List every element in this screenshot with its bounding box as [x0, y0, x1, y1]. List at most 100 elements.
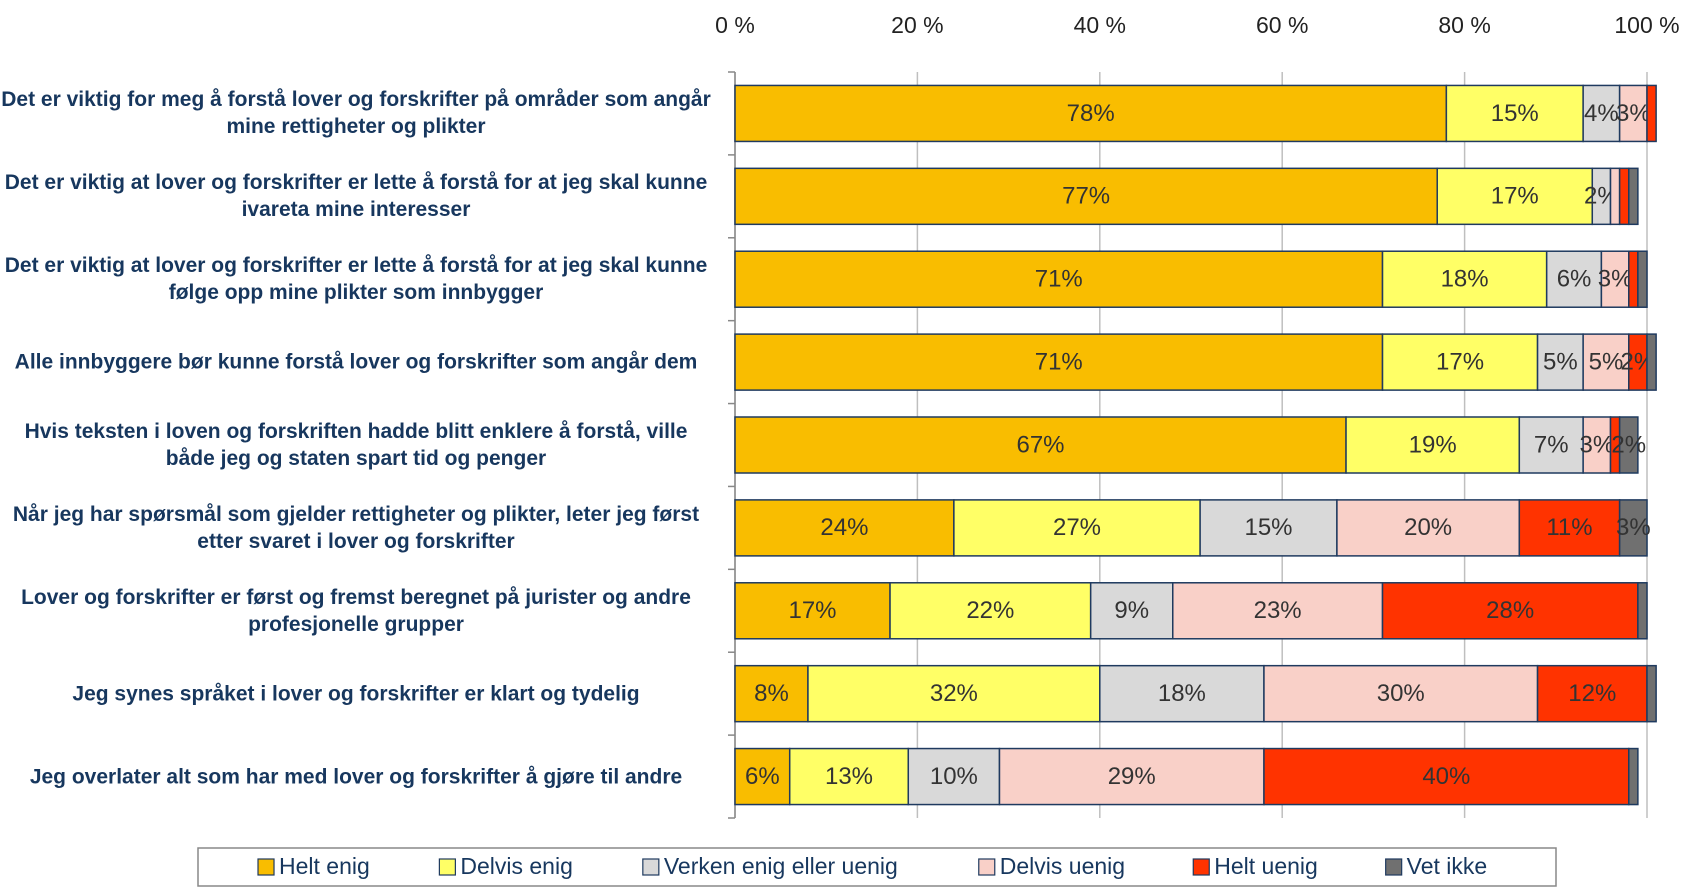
data-label: 22% — [966, 597, 1014, 624]
bar-segment — [1618, 167, 1630, 226]
bar-segment — [1089, 582, 1174, 640]
data-label: 17% — [1436, 348, 1484, 375]
data-label: 24% — [820, 514, 868, 541]
bar-segment — [734, 250, 1384, 308]
category-label: Lover og forskrifter er først og fremst … — [21, 585, 691, 636]
bar-segment — [1618, 416, 1639, 474]
bar-segment — [1199, 499, 1338, 557]
data-label: 77% — [1062, 183, 1110, 210]
category-label: Når jeg har spørsmål som gjelder rettigh… — [12, 502, 700, 553]
bar-segment — [1336, 499, 1521, 557]
data-label: 18% — [1441, 266, 1489, 293]
data-label: 19% — [1409, 431, 1457, 458]
bar-segment — [907, 747, 1001, 806]
data-label: 12% — [1568, 680, 1616, 707]
bar-segment — [998, 747, 1265, 806]
legend-swatch — [257, 858, 275, 876]
legend-box — [197, 847, 1557, 887]
x-tick-label: 40 % — [1074, 12, 1126, 38]
data-label: 7% — [1534, 431, 1569, 458]
data-label: 30% — [1377, 680, 1425, 707]
bar-segment — [1609, 167, 1621, 226]
data-label: 5% — [1589, 348, 1624, 375]
data-label: 6% — [745, 763, 780, 790]
legend-label: Delvis uenig — [1000, 853, 1125, 879]
bar-segment — [953, 499, 1201, 557]
data-label: 71% — [1035, 348, 1083, 375]
data-label: 10% — [930, 763, 978, 790]
bar-segment — [1618, 84, 1648, 143]
bar-segment — [1381, 333, 1539, 391]
bar-segment — [1545, 250, 1603, 308]
data-label: 9% — [1114, 597, 1149, 624]
data-label: 78% — [1067, 100, 1115, 127]
data-label: 27% — [1053, 514, 1101, 541]
data-label: 5% — [1543, 348, 1578, 375]
category-label: Det er viktig at lover og forskrifter er… — [4, 254, 708, 305]
category-label: Alle innbyggere bør kunne forstå lover o… — [14, 350, 698, 374]
data-label: 23% — [1254, 597, 1302, 624]
x-tick-label: 20 % — [891, 12, 943, 38]
category-label: Det er viktig at lover og forskrifter er… — [4, 171, 708, 222]
data-label: 13% — [825, 763, 873, 790]
bar-segment — [1263, 664, 1539, 723]
bar-segment — [1099, 664, 1265, 723]
data-label: 11% — [1546, 514, 1592, 541]
data-label: 15% — [1244, 514, 1292, 541]
data-label: 18% — [1158, 680, 1206, 707]
bar-segment — [734, 167, 1438, 226]
bar-segment — [1536, 664, 1648, 723]
data-label: 3% — [1616, 100, 1651, 127]
category-label: Hvis teksten i loven og forskriften hadd… — [24, 420, 688, 470]
data-label: 15% — [1491, 100, 1539, 127]
bar-segment — [788, 747, 910, 806]
data-label: 20% — [1404, 514, 1452, 541]
category-label: Det er viktig for meg å forstå lover og … — [1, 88, 711, 139]
legend-swatch — [1192, 858, 1210, 876]
bar-segment — [1582, 84, 1621, 143]
bar-segment — [1628, 747, 1639, 806]
data-label: 4% — [1584, 100, 1619, 127]
data-label: 8% — [754, 680, 789, 707]
bar-segment — [1646, 84, 1657, 143]
bar-segment — [1628, 250, 1639, 308]
x-tick-label: 60 % — [1256, 12, 1308, 38]
data-label: 67% — [1016, 431, 1064, 458]
bar-segment — [807, 664, 1101, 723]
data-label: 2% — [1611, 431, 1646, 458]
data-label: 32% — [930, 680, 978, 707]
bar-segment — [734, 664, 809, 723]
data-label: 6% — [1557, 266, 1592, 293]
category-label: Jeg synes språket i lover og forskrifter… — [72, 682, 640, 706]
bar-segment — [1263, 747, 1630, 806]
data-label: 3% — [1616, 514, 1651, 541]
x-tick-label: 0 % — [715, 12, 755, 38]
legend-swatch — [438, 858, 456, 876]
data-label: 17% — [1491, 183, 1539, 210]
legend-label: Vet ikke — [1407, 853, 1488, 879]
data-label: 28% — [1486, 597, 1534, 624]
bar-segment — [1582, 333, 1630, 391]
legend-label: Delvis enig — [460, 853, 572, 879]
bar-segment — [1345, 416, 1521, 474]
legend-swatch — [642, 858, 660, 876]
legend-swatch — [1385, 858, 1403, 876]
bar-segment — [1582, 416, 1612, 474]
data-label: 3% — [1579, 431, 1614, 458]
bar-segment — [734, 499, 955, 557]
bar-segment — [1646, 664, 1657, 723]
legend-swatch — [978, 858, 996, 876]
category-label: Jeg overlater alt som har med lover og f… — [29, 765, 683, 789]
bar-segment — [1618, 499, 1648, 557]
data-label: 40% — [1422, 763, 1470, 790]
data-label: 71% — [1035, 266, 1083, 293]
bar-segment — [1518, 499, 1621, 557]
bar-segment — [734, 333, 1384, 391]
data-label: 29% — [1108, 763, 1156, 790]
legend-label: Helt enig — [279, 853, 370, 879]
legend-label: Helt uenig — [1214, 853, 1318, 879]
x-tick-label: 80 % — [1438, 12, 1490, 38]
bar-segment — [1381, 250, 1548, 308]
